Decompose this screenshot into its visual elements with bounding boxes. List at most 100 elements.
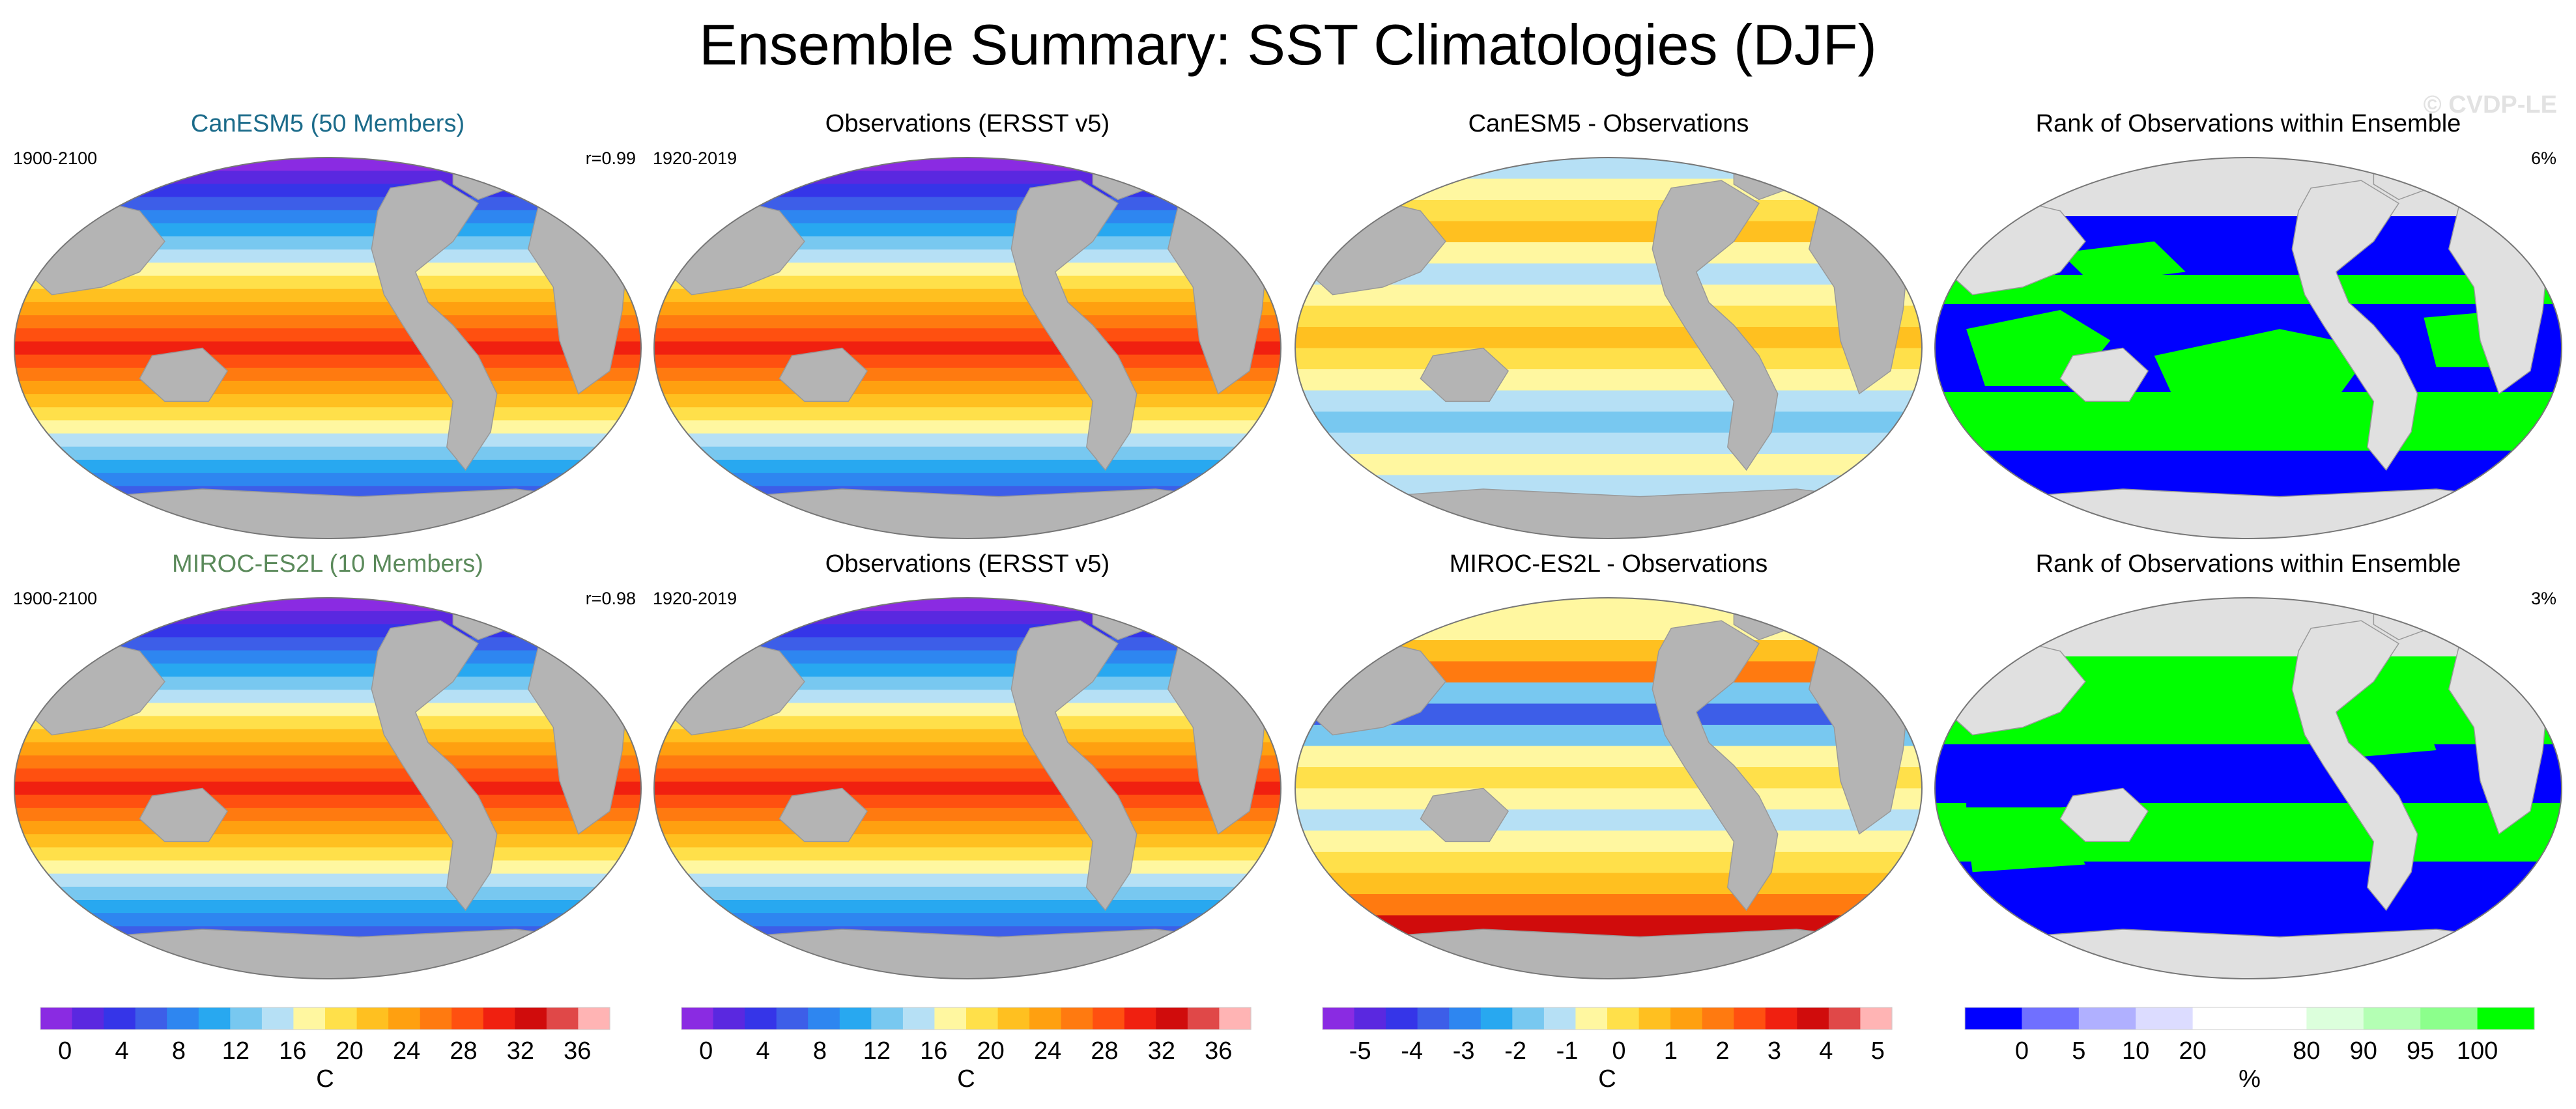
colorbar-tick-label: 95 <box>2407 1037 2434 1065</box>
panel-title: CanESM5 (50 Members) <box>191 110 465 137</box>
field-band <box>14 158 641 172</box>
field-band <box>14 394 641 408</box>
map-field <box>1295 158 1922 539</box>
field-band <box>14 598 641 612</box>
colorbar-swatch <box>681 1007 714 1030</box>
colorbar-unit: C <box>316 1065 334 1093</box>
colorbar-swatch <box>997 1007 1030 1030</box>
colorbar-swatch <box>1575 1007 1608 1030</box>
colorbar-tick-label: 24 <box>393 1037 420 1065</box>
colorbar-unit: % <box>2239 1065 2261 1093</box>
panel-title: MIROC-ES2L - Observations <box>1450 550 1768 578</box>
colorbar-swatch <box>934 1007 967 1030</box>
field-band <box>14 611 641 625</box>
colorbar-tick-label: 32 <box>1148 1037 1175 1065</box>
panel-period: 1900-2100 <box>13 148 97 168</box>
colorbar-swatch <box>1797 1007 1829 1030</box>
colorbar-swatch <box>261 1007 294 1030</box>
field-band <box>14 210 641 224</box>
field-band <box>654 847 1281 862</box>
map-field <box>14 598 641 979</box>
field-band <box>654 197 1281 211</box>
colorbar-tick-label: 24 <box>1034 1037 1061 1065</box>
colorbar-tick-label: 16 <box>279 1037 306 1065</box>
colorbar-swatch <box>1156 1007 1188 1030</box>
field-band <box>1935 158 2562 188</box>
colorbar-frame <box>681 1007 1252 1030</box>
field-band <box>1295 454 1922 476</box>
field-band <box>654 768 1281 783</box>
field-band <box>654 407 1281 421</box>
panel-period: 1920-2019 <box>653 589 737 608</box>
field-band <box>654 354 1281 369</box>
colorbar-swatch <box>1219 1007 1252 1030</box>
field-band <box>14 768 641 783</box>
land-mass <box>1652 620 1779 911</box>
colorbar-swatch <box>2420 1007 2478 1030</box>
land-mass <box>139 787 229 843</box>
map-panel: Rank of Observations within Ensemble 6% <box>1934 110 2562 539</box>
field-band <box>654 913 1281 927</box>
colorbar-tick-label: 8 <box>813 1037 827 1065</box>
map-panel: Observations (ERSST v5) 1920-2019 <box>653 110 1281 539</box>
field-band <box>1295 767 1922 789</box>
colorbar-swatch <box>2250 1007 2307 1030</box>
field-band <box>1295 809 1922 832</box>
colorbar-swatch <box>2022 1007 2080 1030</box>
colorbar-swatch <box>1061 1007 1093 1030</box>
land-mass <box>1010 620 1138 911</box>
field-band <box>654 446 1281 460</box>
field-band <box>14 886 641 901</box>
panel-stat: r=0.99 <box>586 148 636 168</box>
colorbar-swatch <box>2477 1007 2535 1030</box>
field-band <box>654 460 1281 474</box>
colorbar-swatch <box>966 1007 999 1030</box>
field-band <box>654 171 1281 185</box>
field-band <box>14 249 641 264</box>
colorbar-swatch <box>1670 1007 1703 1030</box>
field-band <box>14 834 641 849</box>
colorbar-swatch <box>1765 1007 1797 1030</box>
field-band <box>14 663 641 678</box>
field-band <box>654 275 1281 290</box>
colorbar-swatch <box>356 1007 389 1030</box>
colorbar-swatch <box>713 1007 745 1030</box>
colorbar-tick-label: 0 <box>58 1037 72 1065</box>
colorbar-swatch <box>230 1007 263 1030</box>
colorbar-swatch <box>2136 1007 2194 1030</box>
map-field <box>654 158 1281 539</box>
colorbar-tick-label: -2 <box>1504 1037 1526 1065</box>
field-band <box>14 473 641 487</box>
colorbar-swatch <box>104 1007 136 1030</box>
colorbar-tick-label: -1 <box>1556 1037 1579 1065</box>
field-band <box>14 262 641 277</box>
colorbar-swatch <box>871 1007 904 1030</box>
field-band <box>1935 421 2562 451</box>
field-band <box>14 900 641 914</box>
field-band <box>14 847 641 862</box>
field-band <box>654 716 1281 730</box>
field-band <box>14 913 641 927</box>
map-panel: CanESM5 - Observations <box>1295 110 1923 539</box>
panel-title: Observations (ERSST v5) <box>825 550 1109 578</box>
field-band <box>1295 369 1922 391</box>
map-field <box>1295 598 1922 979</box>
field-band <box>14 873 641 888</box>
colorbar-swatch <box>1512 1007 1545 1030</box>
field-band <box>14 184 641 198</box>
colorbar-swatch <box>902 1007 936 1030</box>
colorbar-swatch <box>198 1007 231 1030</box>
land-mass <box>1420 787 1510 843</box>
colorbar-tick-label: 4 <box>115 1037 129 1065</box>
land-mass <box>1652 180 1779 471</box>
colorbar-swatch <box>1029 1007 1062 1030</box>
colorbar-tick-label: 0 <box>1612 1037 1625 1065</box>
field-band <box>654 781 1281 796</box>
colorbar-frame <box>1964 1007 2535 1030</box>
field-band <box>1295 390 1922 412</box>
field-band <box>654 663 1281 678</box>
colorbar-swatch <box>1639 1007 1671 1030</box>
colorbar: -5 -4 -3 -2 -1 0 1 2 3 4 5 C <box>1322 1007 1893 1093</box>
field-band <box>14 637 641 651</box>
